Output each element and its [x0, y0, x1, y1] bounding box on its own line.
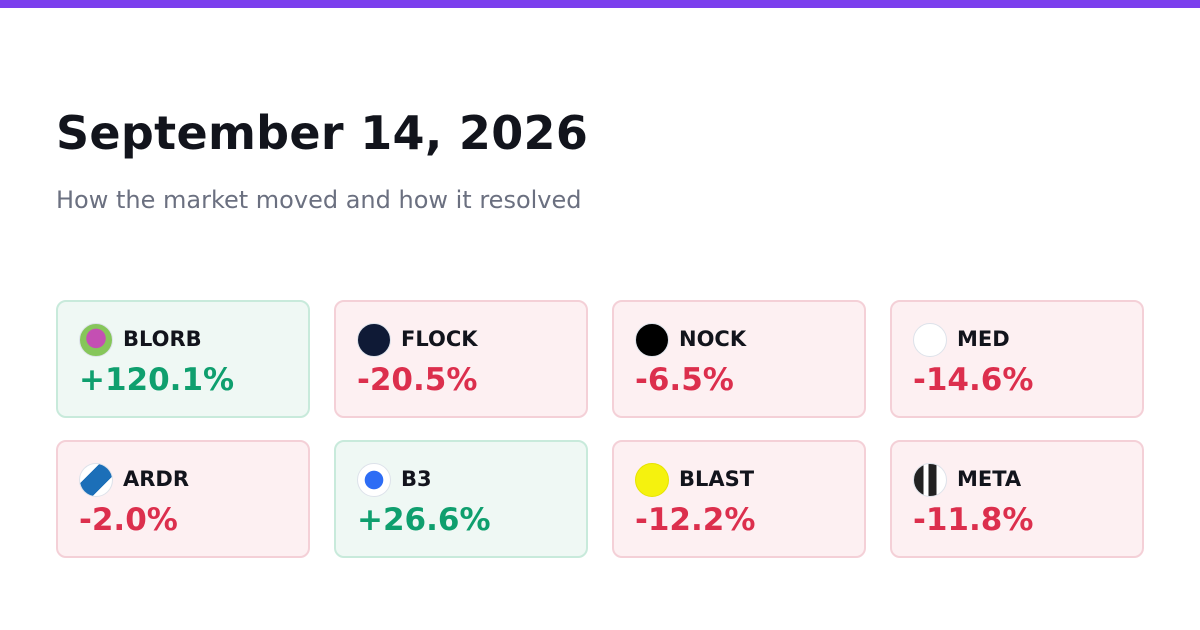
price-change: -2.0% [79, 502, 178, 538]
market-card: NOCK -6.5% [612, 300, 866, 418]
price-change: -12.2% [635, 502, 756, 538]
title: September 14, 2026 [56, 106, 589, 160]
price-change: -6.5% [635, 362, 734, 398]
price-change: +120.1% [79, 362, 235, 398]
market-card: MED -14.6% [890, 300, 1144, 418]
token-icon [635, 323, 669, 357]
market-card: ARDR -2.0% [56, 440, 310, 558]
token-symbol: NOCK [679, 327, 747, 351]
token-icon [79, 463, 113, 497]
token-symbol: FLOCK [401, 327, 478, 351]
price-change: -11.8% [913, 502, 1034, 538]
token-symbol: B3 [401, 467, 432, 491]
top-bar [0, 0, 1200, 8]
token-icon [79, 323, 113, 357]
price-change: -14.6% [913, 362, 1034, 398]
token-icon [913, 323, 947, 357]
card-grid: BLORB +120.1% FLOCK -20.5% NOCK -6.5% MED -14.6… [56, 300, 1144, 558]
market-card: META -11.8% [890, 440, 1144, 558]
market-card: B3 +26.6% [334, 440, 588, 558]
market-card: FLOCK -20.5% [334, 300, 588, 418]
price-change: +26.6% [357, 502, 491, 538]
price-change: -20.5% [357, 362, 478, 398]
market-card: BLAST -12.2% [612, 440, 866, 558]
token-symbol: BLAST [679, 467, 755, 491]
token-symbol: MED [957, 327, 1010, 351]
token-icon [357, 463, 391, 497]
market-card: BLORB +120.1% [56, 300, 310, 418]
token-icon [357, 323, 391, 357]
token-symbol: META [957, 467, 1022, 491]
token-icon [913, 463, 947, 497]
subtitle: How the market moved and how it resolved [56, 186, 582, 214]
token-icon [635, 463, 669, 497]
token-symbol: ARDR [123, 467, 190, 491]
token-symbol: BLORB [123, 327, 202, 351]
